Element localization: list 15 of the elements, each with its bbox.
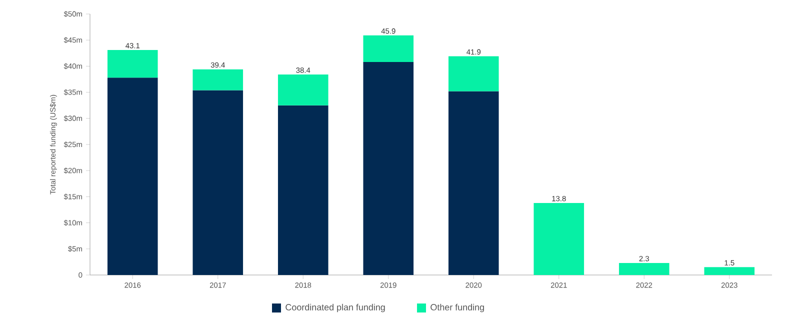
bar (278, 105, 328, 275)
bar (448, 91, 499, 275)
legend-label: Coordinated plan funding (286, 304, 385, 312)
bar (448, 56, 499, 92)
bar (192, 90, 244, 275)
bar (534, 202, 584, 275)
legend-label: Other funding (430, 304, 484, 312)
bar (363, 35, 414, 62)
bar (192, 69, 244, 90)
bar (363, 62, 414, 275)
bar (618, 262, 670, 275)
bar (704, 267, 755, 275)
bar (278, 74, 328, 106)
bar (107, 78, 158, 275)
bar (107, 50, 158, 78)
